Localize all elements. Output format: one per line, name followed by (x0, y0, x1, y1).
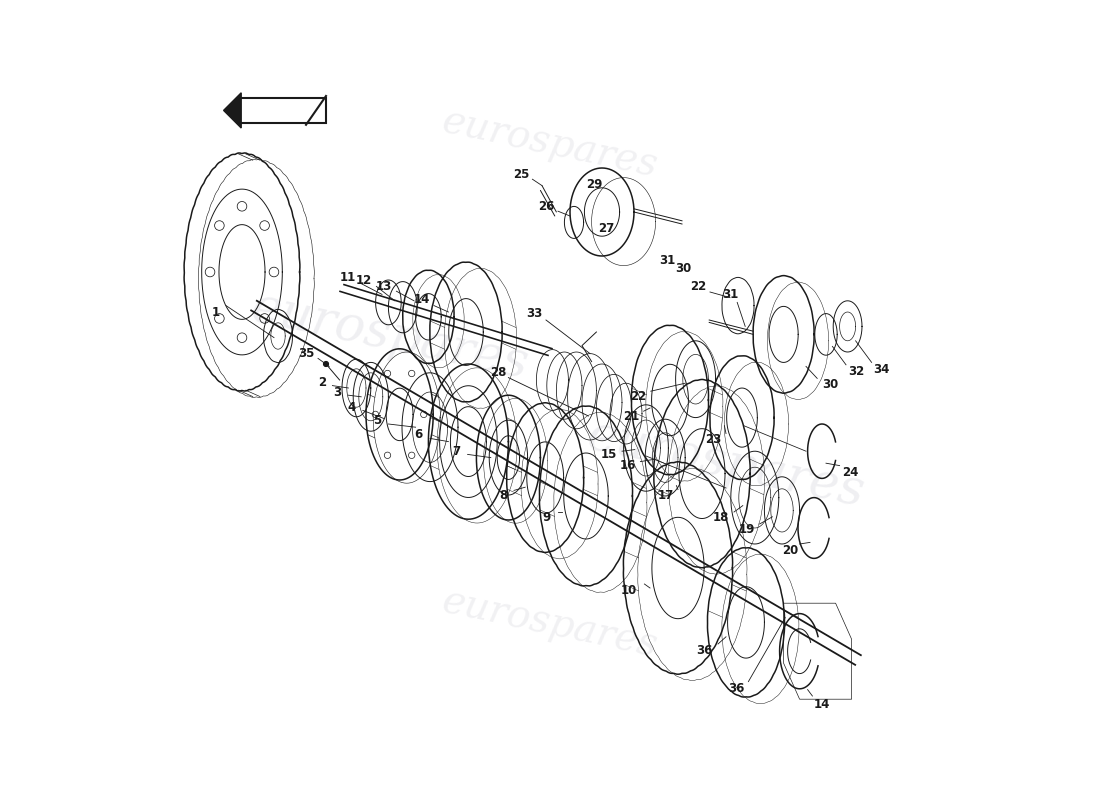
Text: 22: 22 (690, 280, 706, 293)
Text: 14: 14 (414, 293, 430, 306)
Text: 33: 33 (526, 307, 542, 320)
Text: 18: 18 (713, 511, 729, 524)
Text: 5: 5 (373, 414, 382, 427)
Text: 36: 36 (696, 644, 713, 657)
Text: 9: 9 (542, 511, 551, 524)
Text: 10: 10 (620, 584, 637, 597)
Text: 19: 19 (738, 523, 755, 536)
Text: 8: 8 (499, 489, 508, 502)
Text: 24: 24 (842, 466, 858, 478)
Polygon shape (223, 93, 241, 128)
Text: 28: 28 (491, 366, 507, 379)
Text: 26: 26 (538, 200, 554, 213)
Text: 12: 12 (355, 274, 372, 287)
Text: eurospares: eurospares (246, 282, 534, 390)
Text: 1: 1 (211, 306, 220, 318)
Text: 20: 20 (782, 544, 799, 557)
Text: 17: 17 (658, 489, 674, 502)
Text: eurospares: eurospares (439, 583, 661, 665)
Text: 2: 2 (318, 376, 326, 389)
Text: 6: 6 (415, 428, 422, 441)
Text: 4: 4 (348, 401, 355, 414)
Text: 15: 15 (601, 448, 617, 461)
Text: 29: 29 (586, 178, 602, 190)
Text: eurospares: eurospares (583, 410, 869, 518)
Text: 16: 16 (619, 459, 636, 472)
Text: 27: 27 (598, 222, 614, 234)
Text: 31: 31 (660, 254, 675, 266)
Text: 7: 7 (452, 445, 461, 458)
Text: 14: 14 (814, 698, 830, 710)
Text: 3: 3 (333, 386, 341, 398)
Text: 31: 31 (723, 288, 739, 301)
Text: 34: 34 (873, 363, 890, 376)
Text: 32: 32 (848, 365, 865, 378)
Text: eurospares: eurospares (439, 103, 661, 185)
Text: 22: 22 (630, 390, 646, 403)
Text: 11: 11 (340, 271, 355, 284)
Text: 30: 30 (822, 378, 838, 390)
Text: 23: 23 (705, 433, 722, 446)
Text: 13: 13 (375, 280, 392, 293)
Text: 36: 36 (728, 682, 745, 694)
Text: 30: 30 (675, 262, 692, 274)
Text: 21: 21 (623, 410, 639, 423)
Text: 25: 25 (513, 168, 529, 181)
Text: 35: 35 (298, 347, 315, 360)
Circle shape (323, 362, 329, 366)
